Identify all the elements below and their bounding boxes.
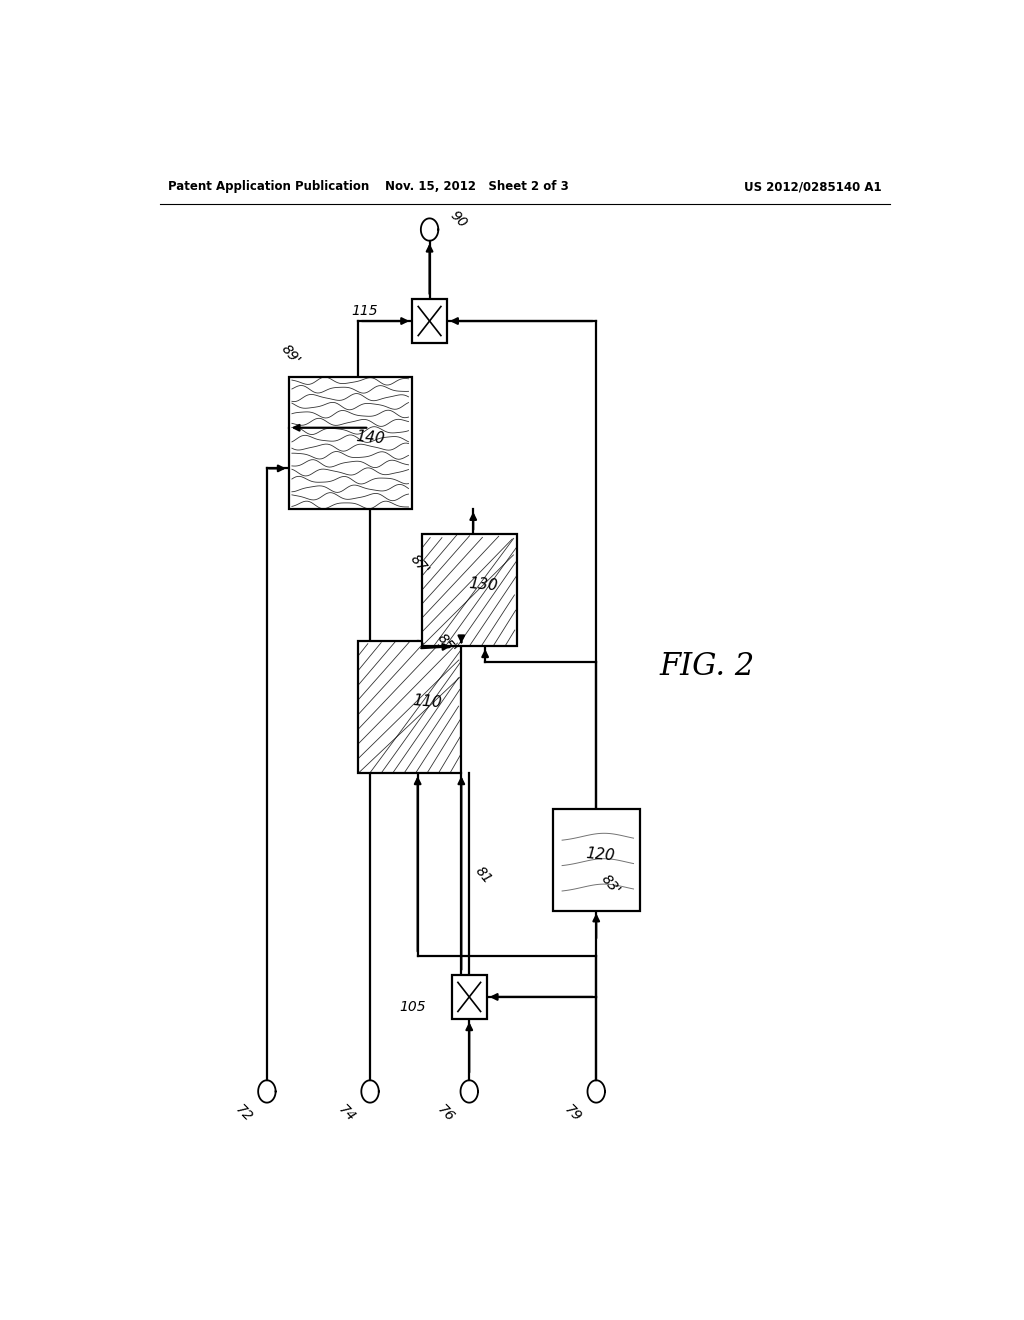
Text: 115: 115 — [351, 304, 378, 318]
Text: 110: 110 — [412, 693, 442, 711]
Bar — [289, 378, 412, 510]
Text: 79: 79 — [562, 1102, 585, 1125]
Text: FIG. 2: FIG. 2 — [659, 651, 755, 682]
Bar — [553, 809, 640, 911]
Polygon shape — [452, 974, 486, 1019]
Text: 72: 72 — [232, 1102, 255, 1125]
Text: 85': 85' — [435, 631, 460, 656]
Bar — [358, 642, 461, 774]
Text: Nov. 15, 2012   Sheet 2 of 3: Nov. 15, 2012 Sheet 2 of 3 — [385, 181, 569, 193]
Text: 81: 81 — [472, 863, 495, 886]
Text: 74: 74 — [336, 1102, 358, 1125]
Text: 90: 90 — [447, 209, 469, 231]
Text: 130: 130 — [468, 577, 499, 594]
Text: 89': 89' — [279, 342, 303, 367]
Text: 87': 87' — [408, 552, 432, 578]
Text: 120: 120 — [585, 846, 615, 863]
Text: Patent Application Publication: Patent Application Publication — [168, 181, 369, 193]
Text: 140: 140 — [355, 429, 385, 446]
Text: 105: 105 — [399, 1001, 426, 1014]
Text: 76: 76 — [435, 1102, 458, 1125]
Text: 83': 83' — [598, 873, 623, 898]
Text: US 2012/0285140 A1: US 2012/0285140 A1 — [744, 181, 882, 193]
Polygon shape — [412, 298, 447, 343]
Bar — [422, 535, 517, 647]
